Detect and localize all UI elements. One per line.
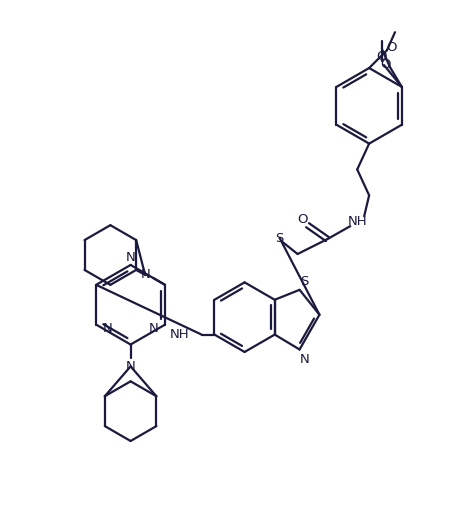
Text: N: N xyxy=(103,322,113,335)
Text: O: O xyxy=(298,213,308,226)
Text: N: N xyxy=(300,353,309,366)
Text: O: O xyxy=(377,49,387,63)
Text: N: N xyxy=(140,268,150,281)
Text: NH: NH xyxy=(347,215,367,228)
Text: NH: NH xyxy=(170,328,190,341)
Text: O: O xyxy=(386,41,396,53)
Text: O: O xyxy=(381,58,391,70)
Text: S: S xyxy=(300,276,309,288)
Text: S: S xyxy=(276,232,284,245)
Text: N: N xyxy=(149,322,158,335)
Text: N: N xyxy=(126,360,135,373)
Text: N: N xyxy=(126,251,135,265)
